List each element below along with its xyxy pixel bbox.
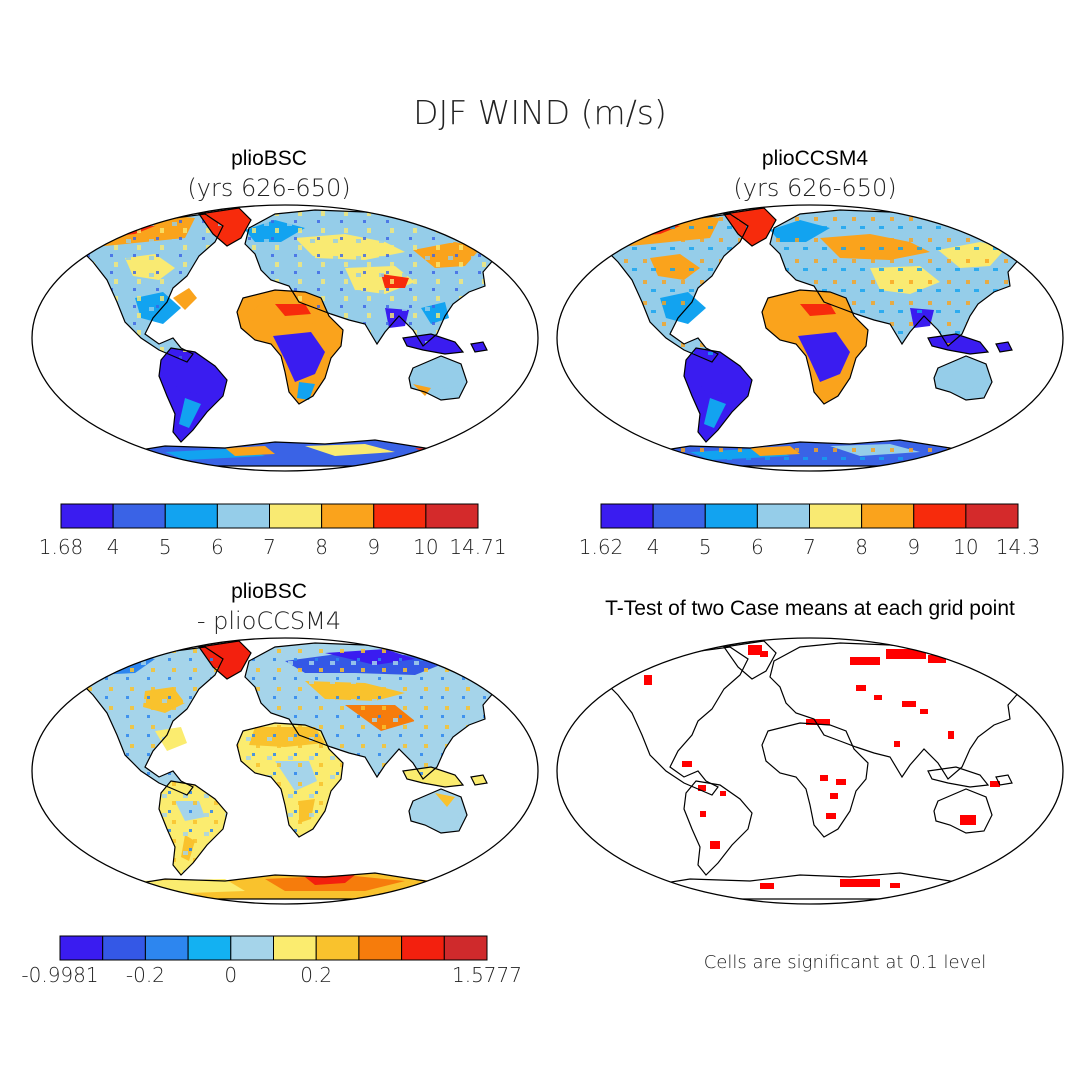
colorbar-swatch (809, 503, 863, 529)
colorbar-swatch (216, 503, 270, 529)
colorbar-swatch (358, 935, 403, 961)
map-border (31, 637, 539, 905)
map-border (31, 204, 539, 472)
colorbar-tick-label: 6 (211, 535, 224, 559)
map-border (556, 204, 1064, 472)
colorbar-plioCCSM4: 1.62 4 5 6 7 8 9 10 14.3 (579, 503, 1041, 559)
colorbar-swatch (164, 503, 218, 529)
colorbar-swatch (321, 503, 375, 529)
colorbar-tick-label: 8 (855, 535, 868, 559)
panel-subtitle-tl: (yrs 626-650) (187, 174, 350, 202)
colorbar-difference: -0.9981 -0.2 0 0.2 1.5777 (21, 935, 522, 987)
significant-cells (644, 645, 1000, 891)
colorbar-tick-label: 5 (699, 535, 712, 559)
figure-title: DJF WIND (m/s) (413, 93, 667, 132)
colorbar-tick-label: -0.9981 (21, 963, 98, 987)
significance-footnote: Cells are significant at 0.1 level (704, 952, 987, 973)
colorbar-plioBSC: 1.68 4 5 6 7 8 9 10 14.71 (39, 503, 507, 559)
colorbar-swatch (144, 935, 189, 961)
colorbar-tick-label: 1.62 (579, 535, 624, 559)
colorbar-swatch (425, 503, 479, 529)
colorbar-tick-label: 1.68 (39, 535, 84, 559)
colorbar-tick-label: 14.3 (996, 535, 1041, 559)
colorbar-swatch (652, 503, 706, 529)
map-border (556, 637, 1064, 905)
colorbar-swatch (273, 935, 317, 961)
colorbar-swatch (600, 503, 654, 529)
colorbar-tick-label: 9 (367, 535, 380, 559)
map-difference (31, 637, 539, 905)
colorbar-tick-label: 7 (803, 535, 816, 559)
colorbar-tick-label: 10 (953, 535, 978, 559)
colorbar-tick-label: 7 (263, 535, 276, 559)
colorbar-swatch (756, 503, 810, 529)
colorbar-swatch (315, 935, 360, 961)
colorbar-swatch (102, 935, 146, 961)
panel-subtitle-tr: (yrs 626-650) (733, 174, 896, 202)
panel-title-tr: plioCCSM4 (762, 147, 869, 170)
colorbar-swatch (913, 503, 967, 529)
colorbar-swatch (230, 935, 275, 961)
colorbar-tick-label: 9 (907, 535, 920, 559)
colorbar-swatch (704, 503, 758, 529)
colorbar-swatch (861, 503, 915, 529)
colorbar-tick-label: 8 (315, 535, 328, 559)
colorbar-swatch (269, 503, 323, 529)
colorbar-swatch (401, 935, 445, 961)
panel-subtitle-bl: - plioCCSM4 (197, 607, 341, 635)
panel-title-bl: plioBSC (231, 580, 307, 603)
colorbar-tick-label: 1.5777 (452, 963, 522, 987)
colorbar-tick-label: 14.71 (449, 535, 506, 559)
colorbar-tick-label: 4 (647, 535, 660, 559)
map-plioBSC (31, 204, 539, 472)
map-plioCCSM4 (556, 204, 1064, 472)
colorbar-swatch (373, 503, 427, 529)
colorbar-swatch (112, 503, 166, 529)
colorbar-tick-label: 6 (751, 535, 764, 559)
colorbar-tick-label: -0.2 (126, 963, 165, 987)
colorbar-tick-label: 0 (224, 963, 237, 987)
colorbar-tick-label: 10 (413, 535, 438, 559)
colorbar-swatch (59, 935, 104, 961)
map-ttest (556, 637, 1064, 905)
panel-title-tl: plioBSC (231, 147, 307, 170)
colorbar-swatch (443, 935, 488, 961)
panel-title-br: T-Test of two Case means at each grid po… (605, 597, 1015, 620)
colorbar-swatch (965, 503, 1019, 529)
colorbar-tick-label: 0.2 (300, 963, 332, 987)
colorbar-tick-label: 5 (159, 535, 172, 559)
colorbar-swatch (187, 935, 232, 961)
colorbar-swatch (60, 503, 114, 529)
colorbar-tick-label: 4 (107, 535, 120, 559)
